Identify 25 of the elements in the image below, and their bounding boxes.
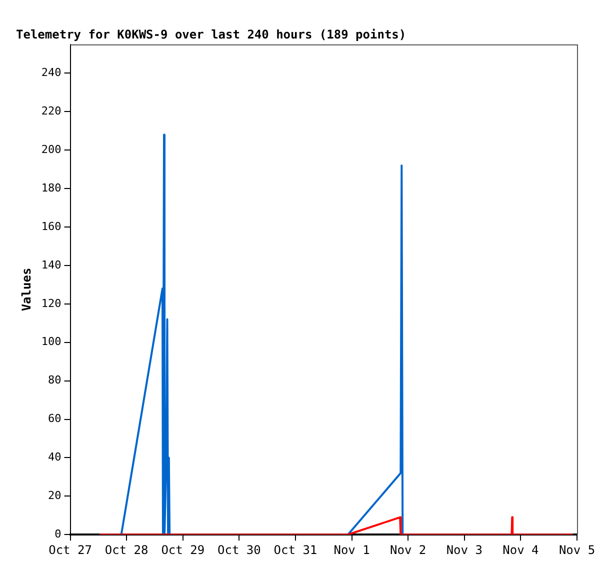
x-tick-label: Nov 2: [390, 542, 426, 557]
y-tick-label: 220: [41, 104, 62, 118]
y-tick-label: 180: [41, 181, 62, 194]
x-tick-label: Oct 28: [104, 542, 148, 557]
y-tick-label: 160: [41, 220, 62, 233]
y-tick-label: 20: [48, 489, 62, 502]
x-tick-label: Nov 4: [502, 542, 539, 557]
y-tick-label: 240: [41, 66, 62, 80]
x-tick-label: Nov 3: [446, 542, 482, 557]
y-tick-label: 40: [48, 450, 62, 464]
y-tick-label: 80: [48, 374, 62, 387]
y-tick-label: 60: [48, 412, 62, 426]
x-tick-label: Nov 5: [558, 542, 596, 557]
x-tick-label: Oct 31: [274, 542, 318, 557]
x-tick-label: Nov 1: [334, 542, 370, 557]
chart-title: Telemetry for K0KWS-9 over last 240 hours (189 points): [16, 27, 406, 42]
y-tick-label: 120: [41, 296, 62, 310]
y-tick-label: 0: [54, 527, 62, 540]
x-tick-label: Oct 27: [48, 542, 92, 557]
x-tick-label: Oct 29: [161, 542, 205, 557]
y-tick-label: 100: [41, 335, 62, 348]
y-tick-label: 140: [41, 258, 62, 272]
y-tick-label: 200: [41, 142, 62, 156]
y-axis-title: Values: [19, 268, 34, 312]
x-tick-label: Oct 30: [218, 542, 261, 557]
